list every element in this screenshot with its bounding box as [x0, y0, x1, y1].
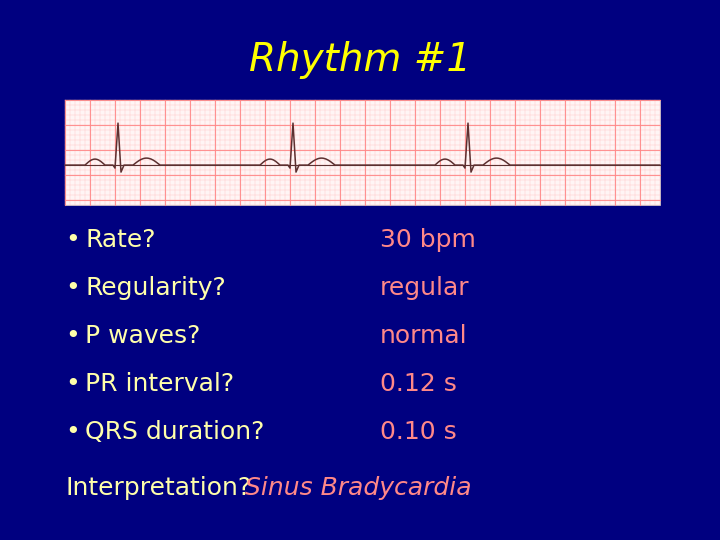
Text: •: • — [65, 276, 80, 300]
Text: Sinus Bradycardia: Sinus Bradycardia — [245, 476, 472, 500]
Text: •: • — [65, 324, 80, 348]
Text: PR interval?: PR interval? — [85, 372, 234, 396]
Text: P waves?: P waves? — [85, 324, 200, 348]
Text: 0.10 s: 0.10 s — [380, 420, 456, 444]
Text: normal: normal — [380, 324, 467, 348]
Text: Rhythm #1: Rhythm #1 — [249, 41, 471, 79]
Text: Rate?: Rate? — [85, 228, 156, 252]
Text: Interpretation?: Interpretation? — [65, 476, 251, 500]
Text: 0.12 s: 0.12 s — [380, 372, 457, 396]
Bar — [65, 100, 660, 205]
Text: •: • — [65, 228, 80, 252]
Text: 30 bpm: 30 bpm — [380, 228, 476, 252]
Text: QRS duration?: QRS duration? — [85, 420, 264, 444]
Text: •: • — [65, 372, 80, 396]
Text: regular: regular — [380, 276, 469, 300]
Text: Regularity?: Regularity? — [85, 276, 226, 300]
Text: •: • — [65, 420, 80, 444]
